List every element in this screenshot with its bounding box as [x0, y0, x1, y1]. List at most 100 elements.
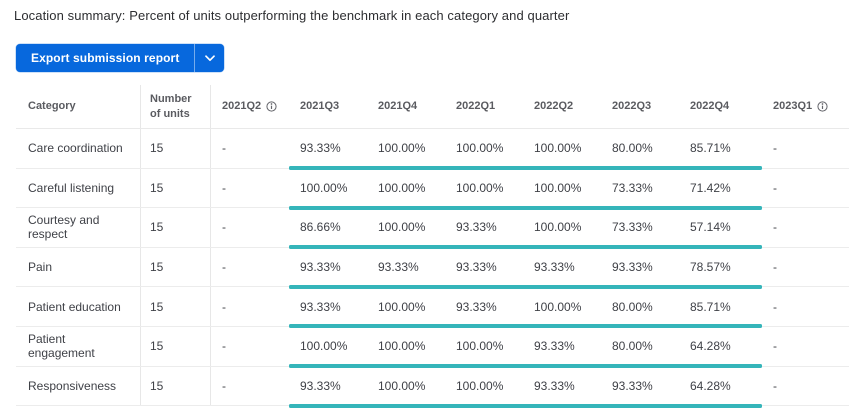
- benchmark-underline: [289, 245, 762, 250]
- value-cell-2022q3: 73.33%: [612, 180, 653, 195]
- value-cell-2022q3: 73.33%: [612, 220, 653, 235]
- value-cell-2022q1: 100.00%: [456, 339, 504, 354]
- value-cell-2021q2: -: [222, 141, 226, 156]
- value-cell-2021q4: 100.00%: [378, 339, 426, 354]
- value-cell-2022q4: 71.42%: [690, 180, 731, 195]
- value-cell-2021q2: -: [222, 299, 226, 314]
- value-cell-2022q3: 93.33%: [612, 378, 653, 393]
- value-cell-2022q4: 64.28%: [690, 339, 731, 354]
- value-cell-2022q4: 85.71%: [690, 299, 731, 314]
- table-row: Patient engagement 15 - 100.00% 100.00% …: [16, 326, 849, 369]
- value-cell-2022q2: 93.33%: [534, 260, 575, 275]
- benchmark-underline: [289, 166, 762, 171]
- category-cell: Responsiveness: [16, 366, 141, 406]
- value-cell-2022q4: 78.57%: [690, 260, 731, 275]
- column-header-category: Category: [16, 85, 141, 128]
- table-row: Careful listening 15 - 100.00% 100.00% 1…: [16, 168, 849, 210]
- value-cell-2023q1: -: [773, 378, 777, 393]
- column-header-number-of-units: Number of units: [141, 85, 211, 128]
- value-cell-2021q4: 100.00%: [378, 141, 426, 156]
- units-cell: 15: [141, 247, 211, 287]
- value-cell-2021q4: 100.00%: [378, 378, 426, 393]
- table-row: Pain 15 - 93.33% 93.33% 93.33% 93.33% 93…: [16, 247, 849, 289]
- table-row: Responsiveness 15 - 93.33% 100.00% 100.0…: [16, 366, 849, 408]
- table-row: Patient education 15 - 93.33% 100.00% 93…: [16, 287, 849, 329]
- value-cell-2023q1: -: [773, 260, 777, 275]
- value-cell-2022q2: 100.00%: [534, 141, 582, 156]
- value-cell-2021q2: -: [222, 180, 226, 195]
- summary-table: Category Number of units 2021Q2 2021Q3 2…: [16, 85, 849, 408]
- value-cell-2022q4: 64.28%: [690, 378, 731, 393]
- table-row: Courtesy and respect 15 - 86.66% 100.00%…: [16, 208, 849, 250]
- category-cell: Pain: [16, 247, 141, 287]
- value-cell-2021q2: -: [222, 260, 226, 275]
- export-dropdown-toggle[interactable]: [194, 44, 224, 72]
- category-cell: Careful listening: [16, 168, 141, 208]
- value-cell-2022q2: 93.33%: [534, 378, 575, 393]
- value-cell-2021q2: -: [222, 378, 226, 393]
- column-header-2022q3: 2022Q3: [612, 100, 652, 113]
- column-header-2022q1: 2022Q1: [456, 100, 496, 113]
- column-header-2021q2: 2021Q2: [211, 99, 289, 114]
- value-cell-2021q3: 86.66%: [300, 220, 341, 235]
- value-cell-2022q2: 100.00%: [534, 180, 582, 195]
- value-cell-2021q3: 93.33%: [300, 260, 341, 275]
- table-row: Care coordination 15 - 93.33% 100.00% 10…: [16, 129, 849, 171]
- benchmark-underline: [289, 364, 762, 369]
- units-cell: 15: [141, 168, 211, 208]
- value-cell-2022q4: 57.14%: [690, 220, 731, 235]
- value-cell-2021q3: 100.00%: [300, 339, 348, 354]
- units-cell: 15: [141, 129, 211, 168]
- column-header-label: 2021Q2: [222, 100, 262, 113]
- value-cell-2022q2: 100.00%: [534, 220, 582, 235]
- value-cell-2023q1: -: [773, 339, 777, 354]
- value-cell-2022q1: 100.00%: [456, 180, 504, 195]
- column-header-label: 2023Q1: [773, 100, 813, 113]
- units-cell: 15: [141, 208, 211, 247]
- value-cell-2021q4: 100.00%: [378, 180, 426, 195]
- column-header-2021q4: 2021Q4: [378, 100, 418, 113]
- category-cell: Patient education: [16, 287, 141, 326]
- value-cell-2021q4: 100.00%: [378, 299, 426, 314]
- units-cell: 15: [141, 326, 211, 366]
- benchmark-underline: [289, 403, 762, 408]
- page-title: Location summary: Percent of units outpe…: [14, 8, 570, 23]
- value-cell-2023q1: -: [773, 299, 777, 314]
- value-cell-2021q3: 93.33%: [300, 141, 341, 156]
- value-cell-2021q3: 93.33%: [300, 299, 341, 314]
- value-cell-2022q1: 100.00%: [456, 141, 504, 156]
- value-cell-2021q4: 100.00%: [378, 220, 426, 235]
- value-cell-2022q2: 100.00%: [534, 299, 582, 314]
- chevron-down-icon: [205, 49, 215, 67]
- info-icon[interactable]: [266, 100, 277, 112]
- value-cell-2022q2: 93.33%: [534, 339, 575, 354]
- export-submission-report-button[interactable]: Export submission report: [31, 51, 180, 65]
- value-cell-2022q3: 80.00%: [612, 299, 653, 314]
- category-cell: Courtesy and respect: [16, 208, 141, 247]
- value-cell-2022q3: 80.00%: [612, 141, 653, 156]
- value-cell-2023q1: -: [773, 220, 777, 235]
- category-cell: Patient engagement: [16, 326, 141, 366]
- export-submission-report-split-button: Export submission report: [16, 44, 225, 72]
- value-cell-2021q2: -: [222, 220, 226, 235]
- benchmark-underline: [289, 284, 762, 289]
- value-cell-2022q4: 85.71%: [690, 141, 731, 156]
- value-cell-2021q3: 100.00%: [300, 180, 348, 195]
- column-header-2021q3: 2021Q3: [300, 100, 340, 113]
- info-icon[interactable]: [817, 100, 828, 112]
- value-cell-2023q1: -: [773, 180, 777, 195]
- benchmark-underline: [289, 205, 762, 210]
- column-header-2022q2: 2022Q2: [534, 100, 574, 113]
- column-header-2022q4: 2022Q4: [690, 100, 730, 113]
- value-cell-2022q1: 100.00%: [456, 378, 504, 393]
- value-cell-2022q3: 80.00%: [612, 339, 653, 354]
- value-cell-2021q3: 93.33%: [300, 378, 341, 393]
- benchmark-underline: [289, 324, 762, 329]
- value-cell-2021q4: 93.33%: [378, 260, 419, 275]
- value-cell-2022q3: 93.33%: [612, 260, 653, 275]
- units-cell: 15: [141, 366, 211, 406]
- category-cell: Care coordination: [16, 129, 141, 168]
- value-cell-2022q1: 93.33%: [456, 260, 497, 275]
- value-cell-2021q2: -: [222, 339, 226, 354]
